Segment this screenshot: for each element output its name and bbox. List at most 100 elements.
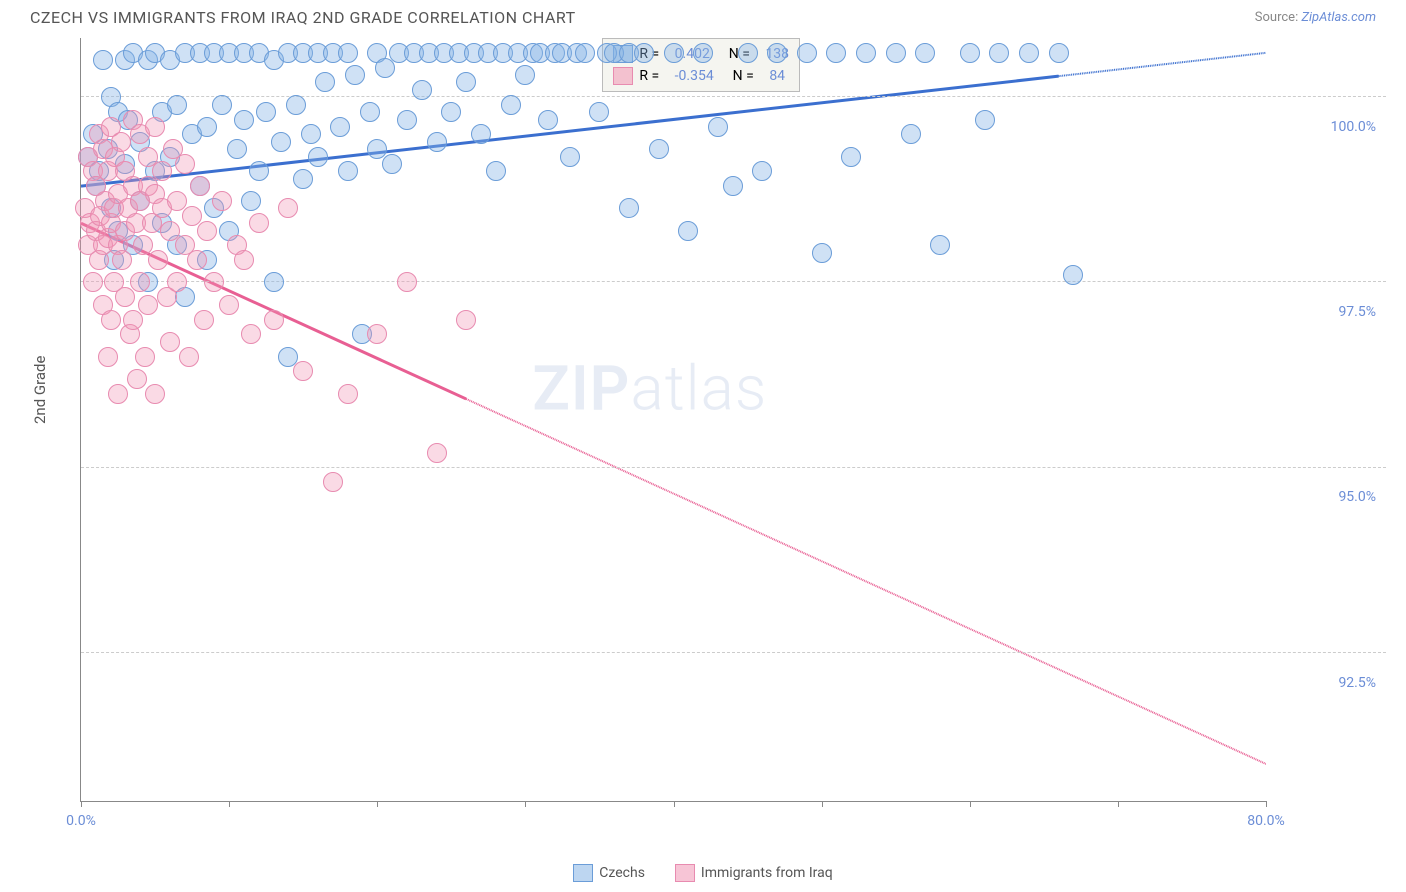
data-point — [286, 95, 306, 115]
data-point — [187, 250, 207, 270]
data-point — [138, 295, 158, 315]
data-point — [227, 139, 247, 159]
data-point — [960, 43, 980, 63]
data-point — [664, 43, 684, 63]
data-point — [160, 332, 180, 352]
data-point — [901, 124, 921, 144]
data-point — [456, 310, 476, 330]
data-point — [634, 43, 654, 63]
data-point — [145, 384, 165, 404]
data-point — [249, 161, 269, 181]
data-point — [234, 110, 254, 130]
data-point — [708, 117, 728, 137]
data-point — [241, 191, 261, 211]
data-point — [797, 43, 817, 63]
y-axis-label: 2nd Grade — [31, 356, 49, 424]
data-point — [826, 43, 846, 63]
data-point — [367, 324, 387, 344]
data-point — [190, 176, 210, 196]
data-point — [93, 50, 113, 70]
legend-swatch — [675, 864, 695, 882]
data-point — [108, 384, 128, 404]
plot-area: ZIPatlas R = 0.402 N = 138 R = -0.354 N … — [80, 38, 1266, 802]
source-link[interactable]: ZipAtlas.com — [1301, 10, 1376, 25]
data-point — [397, 110, 417, 130]
y-tick-label: 100.0% — [1331, 119, 1376, 135]
data-point — [1063, 265, 1083, 285]
data-point — [427, 443, 447, 463]
data-point — [989, 43, 1009, 63]
x-tick-label: 80.0% — [1247, 813, 1285, 829]
data-point — [538, 110, 558, 130]
data-point — [256, 102, 276, 122]
chart-container: 2nd Grade ZIPatlas R = 0.402 N = 138 R =… — [50, 38, 1386, 832]
data-point — [649, 139, 669, 159]
data-point — [175, 154, 195, 174]
data-point — [427, 132, 447, 152]
data-point — [219, 295, 239, 315]
data-point — [915, 43, 935, 63]
data-point — [812, 243, 832, 263]
data-point — [471, 124, 491, 144]
data-point — [148, 250, 168, 270]
series-legend: CzechsImmigrants from Iraq — [0, 864, 1406, 882]
data-point — [323, 472, 343, 492]
data-point — [456, 72, 476, 92]
chart-title: CZECH VS IMMIGRANTS FROM IRAQ 2ND GRADE … — [30, 8, 576, 27]
y-tick-label: 97.5% — [1338, 304, 1376, 320]
legend-swatch — [613, 67, 633, 85]
data-point — [738, 43, 758, 63]
data-point — [293, 169, 313, 189]
trend-lines — [81, 38, 1266, 801]
data-point — [515, 65, 535, 85]
data-point — [152, 161, 172, 181]
data-point — [382, 154, 402, 174]
data-point — [975, 110, 995, 130]
data-point — [197, 117, 217, 137]
data-point — [886, 43, 906, 63]
data-point — [560, 147, 580, 167]
watermark: ZIPatlas — [532, 352, 767, 425]
source-attribution: Source: ZipAtlas.com — [1255, 10, 1376, 25]
data-point — [249, 213, 269, 233]
data-point — [111, 132, 131, 152]
data-point — [112, 250, 132, 270]
data-point — [723, 176, 743, 196]
data-point — [98, 347, 118, 367]
data-point — [315, 72, 335, 92]
data-point — [204, 272, 224, 292]
y-tick-label: 95.0% — [1338, 489, 1376, 505]
data-point — [841, 147, 861, 167]
data-point — [167, 95, 187, 115]
data-point — [123, 310, 143, 330]
data-point — [375, 58, 395, 78]
data-point — [338, 161, 358, 181]
data-point — [101, 310, 121, 330]
chart-header: CZECH VS IMMIGRANTS FROM IRAQ 2ND GRADE … — [0, 0, 1406, 33]
data-point — [264, 310, 284, 330]
data-point — [301, 124, 321, 144]
data-point — [264, 272, 284, 292]
data-point — [167, 272, 187, 292]
data-point — [278, 198, 298, 218]
data-point — [856, 43, 876, 63]
data-point — [930, 235, 950, 255]
data-point — [338, 384, 358, 404]
data-point — [678, 221, 698, 241]
data-point — [135, 347, 155, 367]
x-tick-label: 0.0% — [66, 813, 96, 829]
data-point — [619, 198, 639, 218]
data-point — [589, 102, 609, 122]
data-point — [234, 250, 254, 270]
data-point — [1019, 43, 1039, 63]
data-point — [360, 102, 380, 122]
data-point — [145, 117, 165, 137]
legend-item: Immigrants from Iraq — [675, 864, 833, 882]
data-point — [293, 361, 313, 381]
data-point — [83, 272, 103, 292]
legend-swatch — [573, 864, 593, 882]
data-point — [271, 132, 291, 152]
data-point — [212, 191, 232, 211]
data-point — [693, 43, 713, 63]
data-point — [194, 310, 214, 330]
